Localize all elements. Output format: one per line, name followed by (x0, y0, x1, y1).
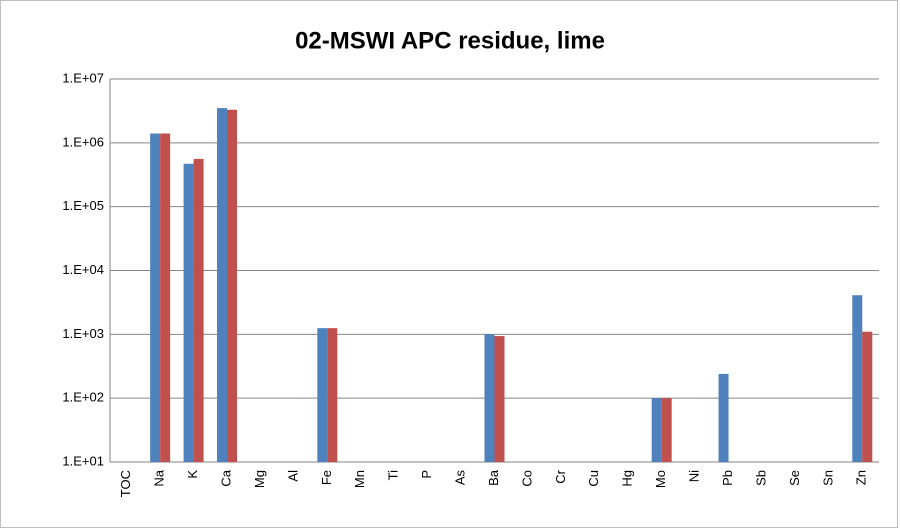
bar (484, 334, 495, 462)
bar (718, 373, 729, 462)
bar (160, 133, 171, 462)
bar (494, 336, 505, 462)
x-tick-label: Pb (720, 470, 735, 486)
bar (852, 295, 863, 462)
bar (227, 109, 238, 462)
chart-title: 02-MSWI APC residue, lime (295, 27, 605, 54)
x-tick-label: Mg (252, 470, 267, 488)
x-tick-label: Sb (753, 470, 768, 486)
x-tick-label: Sn (820, 470, 835, 486)
bar (183, 163, 194, 463)
y-tick-label: 1.E+07 (62, 70, 104, 85)
x-tick-label: Cr (553, 469, 568, 483)
bar (317, 328, 328, 462)
y-tick-label: 1.E+06 (62, 134, 104, 149)
bar (217, 108, 228, 463)
x-tick-label: Ca (218, 469, 233, 486)
bar (150, 133, 161, 462)
x-tick-label: As (453, 470, 468, 486)
x-tick-label: Ni (687, 470, 702, 482)
bar (193, 158, 204, 462)
x-tick-label: Zn (854, 470, 869, 485)
x-tick-label: Ba (486, 469, 501, 486)
y-tick-label: 1.E+04 (62, 262, 104, 277)
x-tick-label: Na (152, 469, 167, 486)
x-tick-label: Hg (620, 470, 635, 487)
x-tick-label: Cu (586, 470, 601, 487)
bar (651, 398, 662, 462)
x-tick-label: Ti (386, 470, 401, 480)
x-tick-label: Al (285, 470, 300, 482)
x-tick-label: P (419, 470, 434, 479)
y-tick-label: 1.E+02 (62, 390, 104, 405)
y-tick-label: 1.E+03 (62, 326, 104, 341)
bar (661, 398, 672, 462)
x-tick-label: Mo (653, 470, 668, 488)
y-tick-label: 1.E+05 (62, 198, 104, 213)
x-tick-label: Co (519, 470, 534, 487)
x-tick-label: TOC (118, 470, 133, 497)
bar (327, 328, 338, 462)
bar (862, 331, 873, 462)
x-tick-label: Fe (319, 470, 334, 485)
x-tick-label: K (185, 470, 200, 479)
y-tick-label: 1.E+01 (62, 453, 104, 468)
x-tick-label: Se (787, 470, 802, 486)
x-tick-label: Mn (352, 470, 367, 488)
